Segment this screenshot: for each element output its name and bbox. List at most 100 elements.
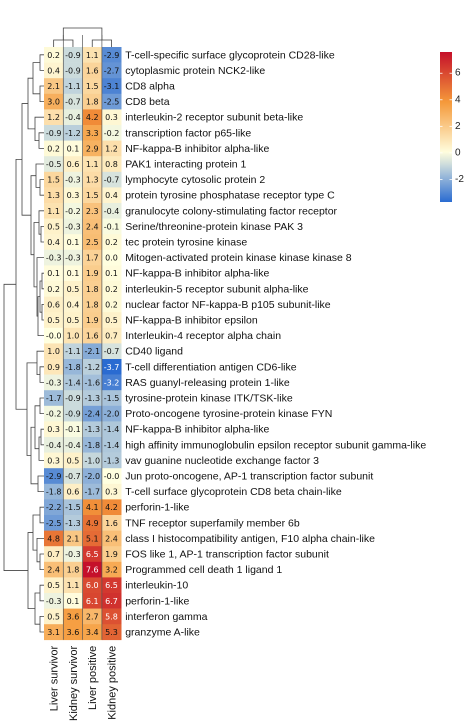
heatmap-cell [101,327,122,344]
row-dendrogram-branch [26,362,37,456]
heatmap-cell [82,249,103,266]
cell-value-label: -2.9 [104,51,120,60]
cell-value-label: -2.1 [84,347,100,356]
cell-value-label: 5.1 [86,534,99,543]
heatmap-cell [44,171,64,188]
row-label: Serine/threonine-protein kinase PAK 3 [125,221,303,233]
heatmap-cell [63,234,83,251]
cell-value-label: 2.4 [86,222,99,231]
cell-value-label: 0.5 [47,612,60,621]
cell-value-label: -0.0 [104,472,120,481]
heatmap-cell [101,125,122,141]
cell-value-label: 3.1 [47,628,60,637]
row-label: transcription factor p65-like [125,127,251,139]
cell-value-label: -1.8 [65,363,81,372]
heatmap-cell [101,515,122,531]
cell-value-label: 2.3 [86,207,99,216]
heatmap-cell [44,234,64,251]
cell-value-label: 0.1 [67,597,80,606]
row-label: granzyme A-like [125,627,200,639]
heatmap-cell [101,468,122,485]
cell-value-label: -1.7 [84,488,100,497]
heatmap-cell [82,515,103,531]
heatmap-cell [63,78,83,95]
cell-value-label: 2.7 [86,612,99,621]
cell-value-label: 0.1 [105,269,118,278]
cell-value-label: 0.5 [105,316,118,325]
row-dendrogram [3,54,44,633]
cell-value-label: -2.7 [104,66,120,75]
cell-value-label: 0.2 [47,51,60,60]
cell-value-label: 0.1 [67,238,80,247]
cell-value-label: 3.0 [47,98,60,107]
cell-value-label: -0.9 [65,410,81,419]
cell-value-label: 1.8 [86,98,99,107]
heatmap-cell [101,281,122,297]
cell-value-label: 1.2 [105,144,118,153]
row-label: T-cell-specific surface glycoprotein CD2… [125,49,335,61]
cell-value-label: 1.9 [86,316,99,325]
heatmap-cell [44,109,64,126]
heatmap-cell [101,203,122,219]
cell-value-label: 0.5 [67,285,80,294]
cell-value-label: 0.9 [47,363,60,372]
heatmap-cell [82,624,103,641]
heatmap-cell [44,62,64,79]
heatmap-cell [82,577,103,594]
cell-value-label: -0.7 [65,98,81,107]
heatmap-cell [44,577,64,594]
color-scale-tick-label: 6 [455,68,461,79]
row-label: CD40 ligand [125,346,183,358]
row-dendrogram-branch [34,592,40,625]
cell-value-label: 0.7 [47,550,60,559]
heatmap-cell [44,452,64,469]
cell-value-label: -0.0 [46,332,62,341]
heatmap-cell [82,421,103,438]
heatmap-cell [63,93,83,110]
cell-value-label: -1.8 [84,441,100,450]
cell-value-label: 1.5 [86,191,99,200]
heatmap-cell [44,359,64,375]
cell-value-label: -1.4 [65,378,81,387]
cell-value-label: 2.9 [86,144,99,153]
heatmap-cell [44,515,64,531]
heatmap-cell [82,125,103,141]
cell-value-label: 1.1 [86,160,99,169]
cell-value-label: 1.3 [86,176,99,185]
row-dendrogram-branch [38,436,44,461]
heatmap-cell [63,296,83,313]
row-dendrogram-branch [37,475,44,492]
cell-value-label: 2.4 [105,534,118,543]
heatmap-cell [63,390,83,407]
heatmap-cell [101,405,122,422]
row-dendrogram-branch [41,272,44,290]
heatmap-cell [44,327,64,344]
row-label: interleukin-10 [125,580,188,592]
heatmap-cell [101,140,122,157]
row-dendrogram-branch [39,616,44,633]
heatmap-cell [101,218,122,235]
heatmap-cell [63,483,83,500]
row-label: Jun proto-oncogene, AP-1 transcription f… [125,471,373,483]
cell-value-label: 2.1 [47,82,60,91]
heatmap-cell [63,421,83,438]
column-label: Liver survivor [49,645,61,711]
cell-value-label: -1.0 [84,456,100,465]
heatmap-cell [82,359,103,375]
cell-value-label: 0.1 [67,269,80,278]
heatmap-cell [82,405,103,422]
column-label: Kidney survivor [68,645,80,721]
cell-value-label: 4.2 [105,503,118,512]
cell-value-label: 1.5 [47,176,60,185]
heatmap-cell [101,624,122,641]
heatmap-cell [82,281,103,297]
cell-value-label: 4.2 [86,113,99,122]
row-label: RAS guanyl-releasing protein 1-like [125,377,290,389]
heatmap-cell [63,265,83,282]
row-label: TNF receptor superfamily member 6b [125,517,300,529]
row-label: Mitogen-activated protein kinase kinase … [125,252,352,264]
heatmap-cell [82,546,103,563]
cell-value-label: -3.2 [104,378,120,387]
heatmap-cell [82,93,103,110]
cell-value-label: 0.0 [105,254,118,263]
